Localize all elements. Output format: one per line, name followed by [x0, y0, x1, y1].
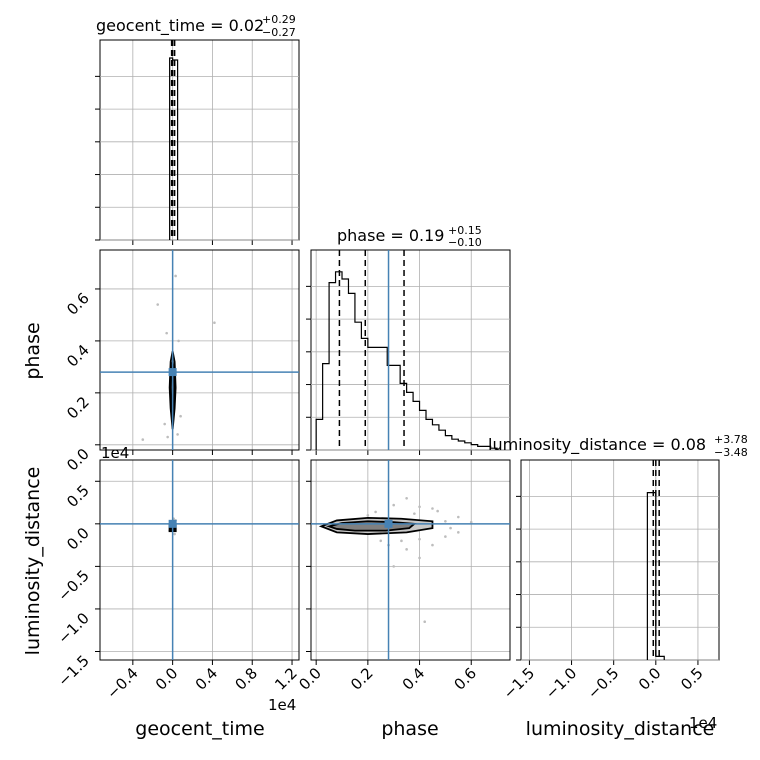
sample-point: [141, 438, 145, 441]
tick-label-y: 0.0: [63, 445, 93, 475]
panel-frame: [99, 249, 300, 451]
tick-label-x: 0.5: [677, 664, 707, 694]
panel-luminosity-distance-vs-geocent-time: [95, 459, 300, 665]
panel-luminosity-distance-histogram: luminosity_distance = 0.08 +3.78 −3.48: [488, 433, 748, 665]
tick-label-y: −1.0: [54, 609, 92, 647]
sample-point: [457, 515, 460, 519]
sample-point: [449, 526, 452, 530]
tick-label-x: 0.0: [152, 664, 182, 694]
title-geocent-time-plus: +0.29: [262, 13, 296, 26]
panel-frame: [310, 459, 511, 661]
tick-label-y: 0.2: [63, 393, 93, 423]
title-geocent-time: geocent_time = 0.02: [96, 16, 264, 36]
sample-point: [165, 331, 168, 335]
ylabel-phase: phase: [22, 322, 44, 379]
sample-point: [444, 535, 447, 538]
sample-point: [418, 537, 421, 541]
offset-label-luminosity-distance-x: 1e4: [689, 714, 717, 732]
title-luminosity-distance-minus: −3.48: [714, 446, 748, 459]
tick-label-x: 0.8: [231, 664, 261, 694]
contour-inner: [325, 520, 417, 532]
sample-point: [177, 339, 180, 343]
histogram-steps: [169, 57, 179, 240]
truth-marker: [384, 519, 393, 528]
sample-point: [163, 422, 166, 426]
sample-point: [379, 539, 383, 543]
ylabel-luminosity-distance: luminosity_distance: [22, 467, 44, 656]
title-geocent-time-minus: −0.27: [262, 26, 296, 39]
tick-label-y: 0.4: [63, 341, 93, 371]
sample-point: [179, 414, 182, 418]
tick-label-x: 0.2: [347, 664, 377, 694]
tick-label-x: 0.4: [192, 664, 222, 694]
panel-luminosity-distance-vs-phase: [306, 459, 511, 665]
tick-label-x: 0.0: [295, 664, 325, 694]
xlabel-luminosity-distance: luminosity_distance: [526, 718, 715, 740]
sample-point: [392, 503, 396, 507]
tick-label-x: 0.4: [399, 664, 429, 694]
sample-point: [366, 514, 370, 517]
sample-point: [176, 433, 179, 436]
panel-phase-vs-geocent-time: [95, 249, 300, 455]
sample-point: [392, 565, 396, 568]
title-phase-minus: −0.10: [448, 236, 482, 249]
xlabel-phase: phase: [381, 718, 438, 740]
tick-label-x: −0.5: [584, 664, 622, 702]
sample-point: [174, 274, 177, 278]
sample-point: [173, 532, 176, 536]
sample-point: [418, 556, 421, 560]
sample-point: [469, 520, 473, 524]
tick-label-y: 0.0: [63, 524, 93, 554]
sample-point: [431, 543, 434, 547]
sample-point: [457, 531, 460, 534]
panel-phase-histogram: phase = 0.19 +0.15 −0.10: [306, 224, 511, 455]
tick-label-x: −0.4: [103, 664, 141, 702]
sample-point: [166, 435, 169, 439]
panel-frame: [99, 459, 300, 661]
sample-point: [400, 539, 403, 543]
panel-frame: [99, 39, 300, 241]
sample-point: [431, 507, 434, 510]
sample-point: [423, 620, 427, 624]
panel-frame: [310, 249, 511, 451]
sample-point: [418, 505, 421, 509]
tick-label-x: −1.0: [542, 664, 580, 702]
panel-frame: [520, 459, 720, 661]
sample-point: [405, 548, 408, 551]
tick-label-x: 0.6: [450, 664, 480, 694]
panel-geocent-time-histogram: geocent_time = 0.02 +0.29 −0.27: [95, 13, 300, 245]
sample-point: [374, 510, 377, 514]
tick-label-y: 0.6: [63, 289, 93, 319]
offset-label-luminosity-distance-y: 1e4: [101, 444, 129, 462]
sample-point: [156, 303, 160, 306]
sample-point: [413, 512, 416, 515]
xlabel-geocent-time: geocent_time: [135, 718, 264, 740]
sample-point: [405, 496, 408, 500]
histogram-steps: [315, 271, 498, 450]
sample-point: [213, 321, 216, 325]
title-luminosity-distance: luminosity_distance = 0.08: [488, 435, 706, 455]
title-phase: phase = 0.19: [337, 226, 444, 245]
title-phase-plus: +0.15: [448, 224, 482, 237]
tick-label-y: −0.5: [54, 566, 92, 604]
tick-label-x: −1.5: [500, 664, 538, 702]
sample-point: [436, 509, 439, 513]
sample-point: [444, 519, 447, 523]
title-luminosity-distance-plus: +3.78: [714, 433, 748, 446]
truth-marker: [168, 368, 177, 377]
tick-label-y: 0.5: [63, 481, 93, 511]
offset-label-geocent-time-x: 1e4: [268, 696, 296, 714]
tick-label-x: 0.0: [635, 664, 665, 694]
tick-label-y: −1.5: [54, 652, 92, 690]
truth-marker: [168, 519, 177, 528]
